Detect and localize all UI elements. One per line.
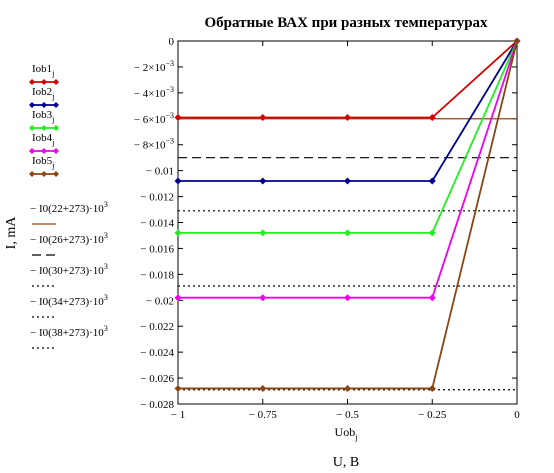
data-point bbox=[428, 177, 436, 185]
data-point bbox=[513, 37, 521, 45]
legend-marker bbox=[41, 125, 47, 131]
x-tick-label: 0 bbox=[514, 409, 520, 421]
y-tick-label: − 0.018 bbox=[140, 269, 174, 281]
tick-labels: − 1 − 0.75 − 0.5 − 0.25 0 0 − 2×10−3 − 4×10−3 − … bbox=[134, 36, 520, 421]
x-tick-label: − 1 bbox=[171, 409, 185, 421]
data-point bbox=[174, 113, 182, 121]
legend-marker bbox=[41, 102, 47, 108]
legend-marker bbox=[29, 171, 35, 177]
y-tick-label: 0 bbox=[169, 36, 175, 48]
y-tick-label: − 0.014 bbox=[140, 218, 174, 230]
data-point bbox=[344, 177, 351, 185]
legend-label: Iob5j bbox=[32, 155, 54, 170]
legend-marker bbox=[29, 148, 35, 154]
legend-marker bbox=[29, 102, 35, 108]
legend-marker bbox=[53, 79, 59, 85]
series-line bbox=[178, 40, 518, 182]
data-point bbox=[259, 113, 267, 121]
series-line bbox=[178, 40, 518, 390]
data-point bbox=[344, 229, 351, 237]
series-line bbox=[178, 40, 518, 234]
y-tick-label: − 8×10−3 bbox=[134, 137, 174, 152]
data-point bbox=[174, 229, 182, 237]
plot-area bbox=[174, 37, 521, 405]
x-axis-label: U, B bbox=[333, 455, 359, 470]
data-point bbox=[259, 384, 267, 392]
y-tick-label: − 6×10−3 bbox=[134, 111, 174, 126]
legend-marker bbox=[53, 148, 59, 154]
y-tick-label: − 0.022 bbox=[140, 321, 174, 333]
series-line bbox=[178, 40, 518, 119]
data-point bbox=[174, 384, 182, 392]
data-point bbox=[259, 294, 267, 302]
y-tick-label: − 0.012 bbox=[140, 192, 174, 204]
legend-marker bbox=[41, 171, 47, 177]
data-point bbox=[428, 113, 436, 121]
data-point bbox=[259, 229, 267, 237]
legend-label: Iob2j bbox=[32, 86, 54, 101]
data-point bbox=[428, 229, 436, 237]
legend: Iob1j Iob2j Iob3j Iob4j Iob5j − I0(22+273)·10… bbox=[29, 63, 108, 349]
legend-marker bbox=[41, 148, 47, 154]
legend-label: − I0(38+273)·103 bbox=[30, 324, 108, 339]
x-var-label: Uobj bbox=[335, 425, 358, 442]
y-tick-label: − 0.026 bbox=[140, 373, 174, 385]
legend-marker bbox=[53, 102, 59, 108]
y-tick-label: − 4×10−3 bbox=[134, 85, 174, 100]
data-point bbox=[344, 294, 351, 302]
legend-label: − I0(30+273)·103 bbox=[30, 262, 108, 277]
legend-marker bbox=[53, 171, 59, 177]
y-tick-label: − 0.028 bbox=[140, 399, 174, 411]
y-tick-label: − 0.02 bbox=[146, 295, 174, 307]
data-point bbox=[428, 384, 436, 392]
legend-marker bbox=[29, 79, 35, 85]
legend-label: − I0(22+273)·103 bbox=[30, 200, 108, 215]
x-tick-label: − 0.5 bbox=[336, 409, 359, 421]
y-tick-label: − 0.016 bbox=[140, 243, 174, 255]
x-tick-label: − 0.75 bbox=[249, 409, 278, 421]
data-point bbox=[344, 384, 351, 392]
y-tick-label: − 2×10−3 bbox=[134, 59, 174, 74]
legend-label: − I0(34+273)·103 bbox=[30, 293, 108, 308]
legend-marker bbox=[41, 79, 47, 85]
legend-marker bbox=[29, 125, 35, 131]
plot-frame bbox=[177, 40, 518, 405]
data-point bbox=[344, 113, 351, 121]
data-point bbox=[259, 177, 267, 185]
data-point bbox=[174, 294, 182, 302]
y-tick-label: − 0.01 bbox=[146, 166, 174, 178]
legend-label: Iob3j bbox=[32, 109, 54, 124]
legend-label: − I0(26+273)·103 bbox=[30, 231, 108, 246]
legend-label: Iob1j bbox=[32, 63, 54, 78]
y-tick-label: − 0.024 bbox=[140, 347, 174, 359]
x-tick-label: − 0.25 bbox=[418, 409, 447, 421]
data-point bbox=[428, 294, 436, 302]
series-line bbox=[178, 40, 518, 299]
data-point bbox=[174, 177, 182, 185]
legend-marker bbox=[53, 125, 59, 131]
chart-title: Обратные ВАХ при разных температурах bbox=[204, 15, 488, 31]
y-axis-label: I, mA bbox=[4, 216, 19, 250]
legend-label: Iob4j bbox=[32, 132, 54, 147]
